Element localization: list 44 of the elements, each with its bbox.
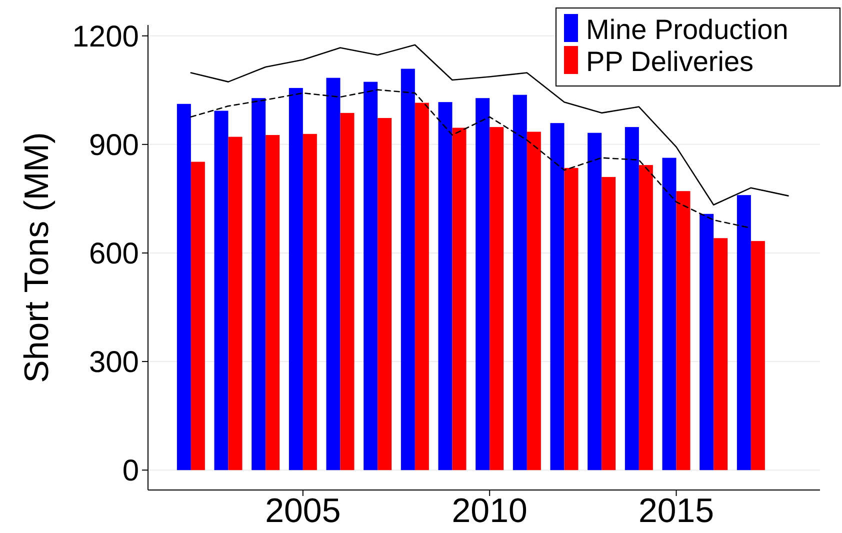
bar (564, 168, 578, 470)
bar (512, 94, 527, 470)
y-axis-title: Short Tons (MM) (18, 132, 56, 383)
bar (364, 82, 378, 470)
bar (340, 112, 354, 470)
y-tick-label: 0 (122, 454, 139, 488)
x-tick-label: 2010 (452, 492, 528, 530)
bar (750, 241, 765, 470)
bar (476, 98, 490, 470)
bar (526, 132, 541, 470)
y-tick-label: 300 (88, 346, 139, 380)
bar (378, 118, 392, 470)
bar (302, 134, 317, 470)
x-tick-label: 2005 (265, 492, 341, 530)
bar (266, 135, 280, 470)
bar (326, 78, 340, 470)
bar (452, 128, 466, 470)
bar (288, 88, 303, 470)
bar (252, 98, 266, 470)
y-tick-label: 900 (88, 128, 139, 162)
bar (490, 127, 504, 470)
bar (176, 104, 191, 470)
bar (736, 195, 751, 470)
bar (624, 127, 639, 470)
bar (602, 176, 616, 470)
bar (700, 214, 714, 470)
legend-label: PP Deliveries (586, 46, 754, 77)
bar (190, 162, 205, 470)
bar (676, 191, 690, 470)
bar (662, 158, 676, 470)
bar (638, 165, 653, 470)
bar (550, 123, 564, 470)
line-series (190, 44, 789, 206)
legend-label: Mine Production (586, 14, 788, 45)
bar (588, 132, 602, 470)
bar (414, 102, 429, 470)
bar (400, 68, 415, 470)
bar (214, 110, 228, 470)
x-tick-label: 2015 (638, 492, 714, 530)
y-tick-label: 1200 (72, 20, 139, 54)
bar (438, 102, 452, 470)
bar (228, 136, 242, 470)
bar (714, 238, 728, 470)
y-tick-label: 600 (88, 237, 139, 270)
